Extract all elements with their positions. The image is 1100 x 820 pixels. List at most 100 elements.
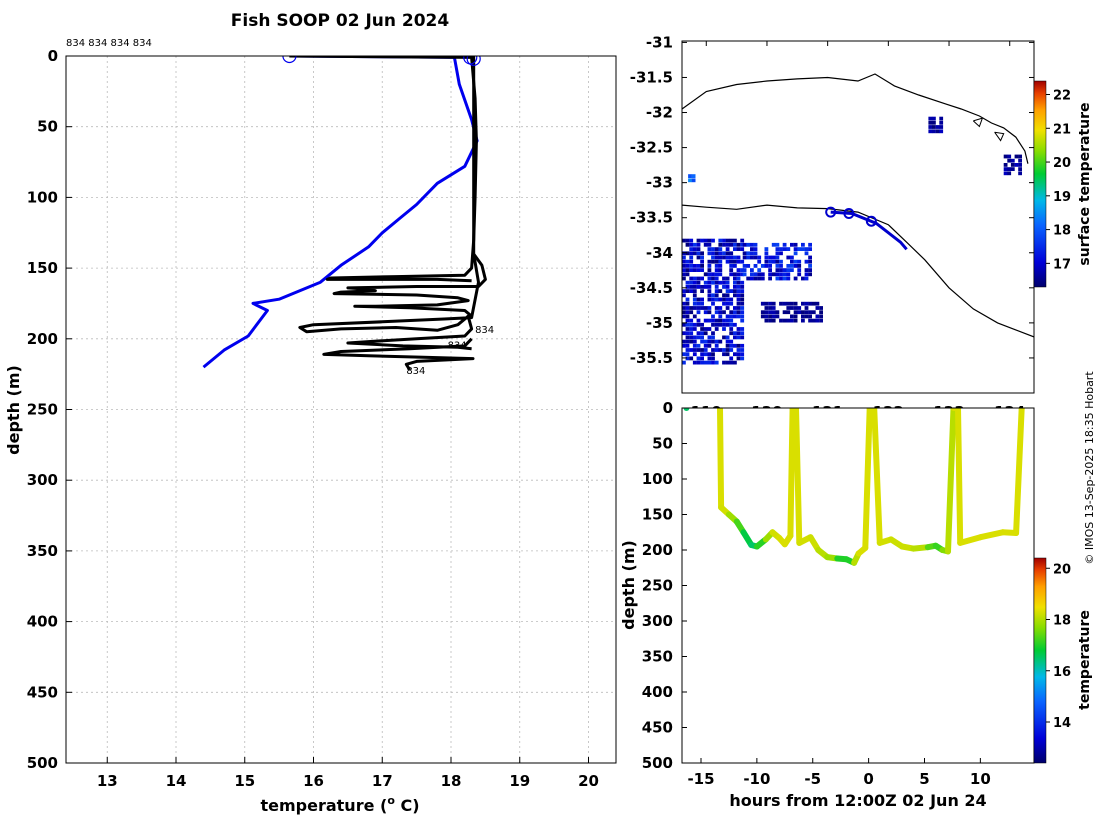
map-sst-cell [733, 289, 737, 293]
map-sst-cell [808, 242, 812, 247]
map-sst-cell [750, 276, 754, 281]
map-sst-cell [714, 247, 719, 251]
map-sst-cell [729, 251, 734, 256]
map-sst-cell [736, 352, 741, 357]
map-sst-cell [685, 331, 690, 336]
map-sst-cell [801, 276, 805, 281]
profile-x-axis-label: temperature (o C) [260, 794, 419, 815]
profile-start-marker [466, 56, 481, 66]
map-sst-cell [682, 259, 686, 264]
map-sst-cell [685, 348, 690, 352]
map-sst-cell [811, 310, 816, 315]
map-sst-cell [725, 339, 730, 344]
map-y-tick-label: -35 [646, 314, 673, 332]
map-sst-cell [700, 251, 704, 256]
map-sst-cell [685, 268, 690, 272]
map-sst-cell [696, 331, 701, 336]
map-sst-cell [696, 280, 701, 285]
map-sst-cell [718, 272, 723, 277]
profile-y-tick-label: 400 [27, 613, 58, 631]
map-sst-cell [696, 318, 701, 323]
map-sst-cell [740, 285, 745, 289]
map-sst-cell [793, 264, 798, 268]
map-sst-cell [775, 259, 780, 264]
map-sst-cell [714, 255, 719, 260]
map-sst-cell [768, 276, 772, 281]
section-panel: 0 50 100 150 200 250 300 350 400 450 500 -15 -10 -5 0 5… [619, 399, 1093, 810]
map-sst-cell [696, 285, 701, 289]
map-colorbar-tick-label: 17 [1053, 257, 1071, 272]
map-sst-cell [736, 293, 741, 298]
map-sst-cell [768, 259, 772, 264]
map-sst-cell [718, 318, 723, 323]
map-sst-cell [714, 343, 719, 348]
map-sst-cell [718, 310, 723, 315]
map-sst-cell [718, 238, 723, 243]
map-sst-cell [815, 306, 820, 310]
map-sst-cell [725, 293, 730, 298]
profile-y-tick-label: 0 [48, 47, 58, 65]
map-sst-cell [711, 360, 715, 365]
map-sst-cell [692, 297, 697, 302]
map-sst-cell [685, 352, 690, 357]
map-sst-cell [801, 310, 805, 315]
map-sst-cell [707, 306, 712, 310]
map-sst-cell [771, 310, 776, 315]
map-sst-cell [1018, 163, 1022, 167]
map-sst-cell [768, 268, 772, 272]
map-sst-cell [1003, 167, 1008, 171]
map-sst-cell [808, 259, 812, 264]
profile-line-profile-3 [332, 56, 487, 318]
map-sst-cell [729, 331, 734, 336]
map-sst-cell [1014, 163, 1019, 167]
map-sst-cell [733, 335, 737, 340]
map-sst-cell [685, 251, 690, 256]
map-sst-cell [790, 268, 794, 272]
map-sst-cell [736, 242, 741, 247]
profile-y-tick-label: 50 [37, 118, 58, 136]
map-sst-cell [779, 251, 783, 256]
section-y-tick-label: 400 [642, 683, 673, 701]
map-sst-cell [691, 178, 696, 183]
map-sst-cell [700, 289, 704, 293]
map-sst-cell [779, 301, 783, 306]
map-y-tick-label: -34 [646, 244, 673, 262]
map-sst-cell [1007, 154, 1012, 159]
map-sst-cell [1003, 154, 1008, 159]
map-sst-cell [682, 301, 686, 306]
map-sst-cell [729, 314, 734, 319]
map-sst-cell [768, 272, 772, 277]
map-sst-cell [725, 297, 730, 302]
map-sst-cell [804, 272, 809, 277]
map-sst-cell [700, 322, 704, 327]
map-sst-cell [790, 264, 794, 268]
map-sst-cell [711, 322, 715, 327]
map-sst-cell [703, 327, 708, 331]
section-y-tick-label: 300 [642, 612, 673, 630]
map-sst-cell [703, 310, 708, 315]
map-sst-cell [711, 352, 715, 357]
profile-x-tick-label: 14 [166, 772, 187, 790]
map-sst-cell [711, 318, 715, 323]
map-sst-cell [729, 360, 734, 365]
map-sst-cell [722, 352, 726, 357]
map-sst-cell [740, 306, 745, 310]
map-sst-cell [757, 259, 762, 264]
map-sst-cell [707, 339, 712, 344]
map-sst-cell [685, 314, 690, 319]
map-sst-cell [711, 335, 715, 340]
map-sst-cell [815, 318, 820, 323]
map-sst-cell [692, 335, 697, 340]
map-sst-cell [736, 272, 741, 277]
map-sst-cell [696, 310, 701, 315]
section-x-tick-label: -15 [687, 770, 714, 788]
map-sst-cell [729, 272, 734, 277]
map-sst-cell [700, 356, 704, 361]
map-coastline-north [682, 73, 1029, 164]
map-sst-cell [801, 314, 805, 319]
map-sst-cell [782, 318, 787, 323]
map-sst-cell [692, 306, 697, 310]
map-sst-cell [790, 306, 794, 310]
profile-point-label: 834 [475, 325, 494, 336]
map-sst-cell [729, 318, 734, 323]
